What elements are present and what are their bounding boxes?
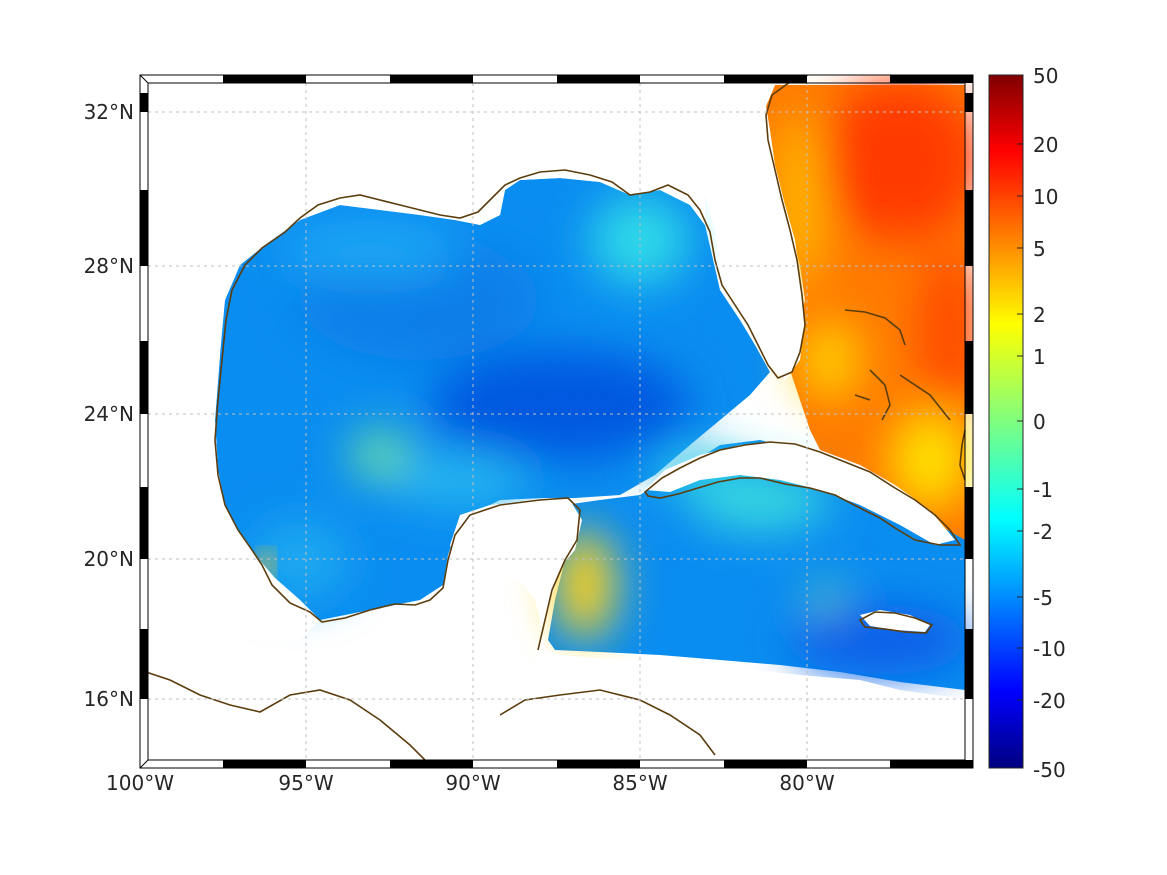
colorbar-label-neg10: -10: [1033, 637, 1066, 661]
map-axes: 100°W 95°W 90°W 85°W 80°W 32°N 28°N 24°N…: [84, 74, 974, 795]
jamaica-coastline: [858, 611, 934, 634]
hispaniola-coastline: [959, 429, 966, 481]
mexico-coastline: [214, 359, 581, 651]
lat-tick-32n: 32°N: [84, 100, 134, 124]
colorbar-label-1: 1: [1033, 345, 1046, 369]
gulf-deep-core: [430, 350, 690, 460]
old-bahama-channel: [890, 410, 970, 510]
colorbar-label-2: 2: [1033, 303, 1046, 327]
colorbar-label-0: 0: [1033, 410, 1046, 434]
lon-tick-85w: 85°W: [612, 771, 667, 795]
yucatan-warm-patch: [555, 530, 615, 640]
gulf-eddy: [350, 430, 410, 480]
atlantic-east-band: [920, 250, 973, 410]
colorbar-label-5: 5: [1033, 237, 1046, 261]
data-field: [140, 75, 973, 768]
gulf-north-shelf: [280, 220, 460, 280]
longitude-tick-labels: 100°W 95°W 90°W 85°W 80°W: [106, 771, 835, 795]
us-gulf-coastline: [221, 75, 810, 379]
bahamas-coastline: [844, 309, 951, 421]
jamaica-land: [860, 610, 930, 632]
latitude-tick-labels: 32°N 28°N 24°N 20°N 16°N: [84, 100, 134, 711]
lat-tick-20n: 20°N: [84, 547, 134, 571]
campeche-bank-edge: [390, 455, 530, 505]
cuba-land: [645, 440, 955, 545]
cayman-spot: [811, 586, 839, 610]
atlantic-hot-core: [820, 80, 973, 240]
colorbar-tick-labels: 50 20 10 5 2 1 0 -1 -2 -5 -10 -20 -50: [1033, 64, 1066, 782]
lat-tick-24n: 24°N: [84, 402, 134, 426]
cuba-coastline: [643, 441, 962, 546]
colorbar: 50 20 10 5 2 1 0 -1 -2 -5 -10 -20 -50: [988, 64, 1066, 782]
colorbar-label-neg2: -2: [1033, 520, 1053, 544]
map-frame: [139, 74, 974, 769]
lon-tick-95w: 95°W: [278, 771, 333, 795]
lat-tick-16n: 16°N: [84, 687, 134, 711]
coastlines: [140, 75, 966, 766]
lon-tick-80w: 80°W: [779, 771, 834, 795]
colorbar-label-neg20: -20: [1033, 689, 1066, 713]
colorbar-label-50: 50: [1033, 64, 1058, 88]
colorbar-label-neg50: -50: [1033, 758, 1066, 782]
straits-warm: [800, 320, 860, 400]
lon-tick-90w: 90°W: [445, 771, 500, 795]
central-america-coastline: [140, 669, 431, 766]
lat-tick-28n: 28°N: [84, 254, 134, 278]
honduras-coastline: [499, 689, 716, 756]
map-grid: [148, 83, 965, 760]
colorbar-label-neg5: -5: [1033, 586, 1053, 610]
lon-tick-100w: 100°W: [106, 771, 174, 795]
mexico-land: [140, 355, 320, 640]
colorbar-label-10: 10: [1033, 185, 1058, 209]
yucatan-land: [140, 500, 973, 768]
colorbar-label-20: 20: [1033, 133, 1058, 157]
colorbar-ticks: [1017, 143, 1023, 701]
colorbar-label-neg1: -1: [1033, 478, 1053, 502]
